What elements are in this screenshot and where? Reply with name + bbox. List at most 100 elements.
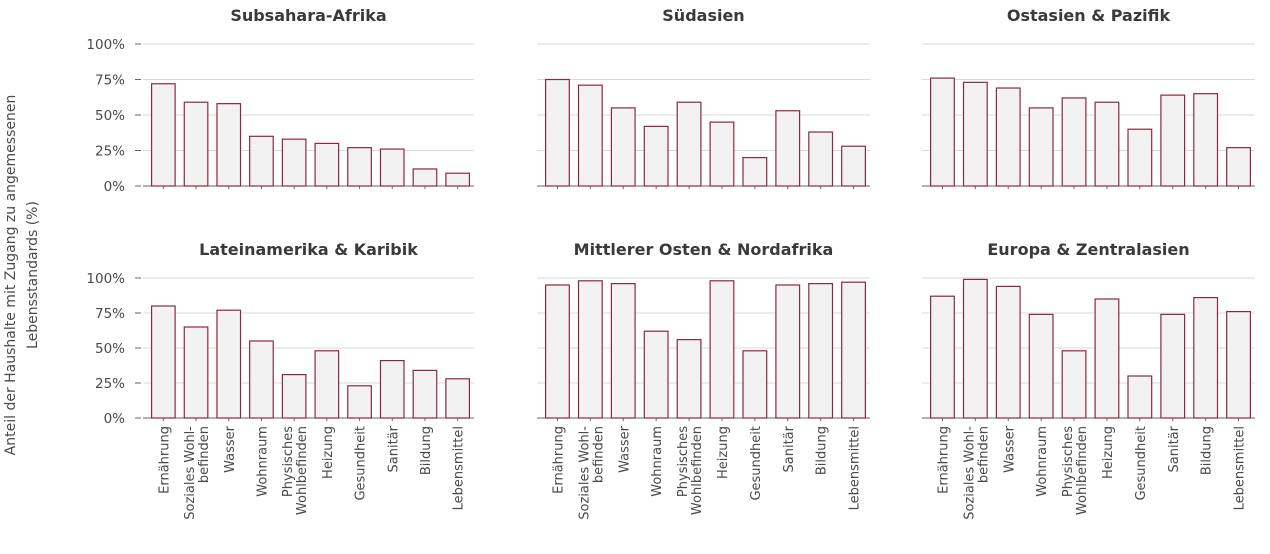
bar-4-5 (281, 374, 307, 419)
bar-3-10 (1226, 147, 1251, 187)
category-label: Sanitär (782, 425, 797, 472)
y-tick-label: 0% (104, 411, 126, 427)
bar-3-5 (1061, 97, 1087, 187)
bar-2-6 (709, 121, 735, 187)
bar-2-5 (676, 101, 702, 187)
category-label: Lebensmittel (848, 426, 863, 510)
category-label: Physisches (1061, 426, 1076, 497)
bar-1-3 (216, 103, 242, 187)
bar-5-10 (841, 281, 866, 419)
category-label: befinden (197, 426, 212, 483)
bar-5-5 (676, 339, 702, 419)
y-tick-label: 25% (95, 144, 125, 160)
panel-title-4: Lateinamerika & Karibik (199, 240, 418, 259)
bar-3-6 (1094, 101, 1120, 187)
bar-5-2 (577, 280, 603, 419)
bar-4-8 (379, 360, 405, 419)
bar-2-9 (808, 131, 834, 187)
bar-6-10 (1226, 311, 1251, 419)
category-label: Ernährung (936, 426, 951, 494)
category-label: Wasser (617, 425, 632, 473)
category-label: Heizung (321, 426, 336, 479)
bar-2-10 (841, 145, 866, 187)
category-label: Heizung (1101, 426, 1116, 479)
category-label: Wohnraum (255, 426, 270, 497)
bar-1-1 (150, 83, 176, 187)
bar-1-6 (314, 142, 340, 187)
category-label: Soziales Wohl- (183, 426, 198, 520)
bar-2-7 (742, 157, 768, 187)
category-label: Gesundheit (1134, 426, 1149, 501)
category-label: befinden (976, 426, 991, 483)
bar-4-10 (445, 378, 471, 419)
category-label: Soziales Wohl- (962, 426, 977, 520)
category-label: Lebensmittel (452, 426, 467, 510)
bar-5-6 (709, 280, 735, 419)
bar-4-3 (216, 309, 242, 419)
bar-6-6 (1094, 298, 1120, 419)
bar-5-3 (610, 283, 636, 419)
y-tick-label: 50% (95, 108, 125, 124)
y-tick-label: 100% (86, 271, 125, 287)
bar-2-4 (643, 125, 669, 187)
category-label: Lebensmittel (1233, 426, 1248, 510)
y-tick-label: 0% (104, 179, 126, 195)
bar-4-7 (347, 385, 372, 419)
category-label: Sanitär (386, 425, 401, 472)
bar-5-9 (808, 283, 834, 419)
category-label: Gesundheit (749, 426, 764, 501)
bar-4-2 (183, 326, 209, 419)
bar-3-2 (962, 81, 988, 187)
panel-title-5: Mittlerer Osten & Nordafrika (574, 240, 834, 259)
bar-2-8 (775, 110, 801, 187)
category-label: Ernährung (551, 426, 566, 494)
y-tick-label: 75% (95, 306, 125, 322)
panel-title-1: Subsahara-Afrika (230, 6, 386, 25)
category-label: Physisches (676, 426, 691, 497)
bar-6-1 (930, 295, 955, 419)
bar-4-4 (249, 340, 274, 419)
bar-4-9 (412, 369, 438, 419)
bar-6-2 (962, 278, 988, 419)
bar-2-1 (545, 78, 570, 187)
bar-5-7 (742, 350, 768, 419)
bar-2-2 (577, 84, 603, 187)
bar-3-3 (995, 87, 1021, 187)
category-label: Bildung (419, 426, 434, 475)
y-axis-title-line-2: Lebensstandards (%) (25, 201, 41, 349)
category-label: Wohlbefinden (690, 426, 705, 515)
category-label: Sanitär (1167, 425, 1182, 472)
bar-3-9 (1193, 93, 1219, 187)
panel-title-6: Europa & Zentralasien (987, 240, 1189, 259)
bar-4-1 (150, 305, 176, 419)
bar-5-8 (775, 284, 801, 419)
bar-3-8 (1160, 94, 1186, 187)
bar-1-5 (281, 138, 307, 187)
bar-6-7 (1127, 375, 1153, 419)
bar-1-10 (445, 172, 471, 187)
y-tick-label: 75% (95, 73, 125, 89)
bar-5-4 (643, 330, 669, 419)
bar-2-3 (610, 107, 636, 187)
category-label: Physisches (281, 426, 296, 497)
category-label: Wohnraum (650, 426, 665, 497)
y-tick-label: 100% (86, 37, 125, 53)
y-axis-title-line-1: Anteil der Haushalte mit Zugang zu angem… (3, 95, 19, 456)
category-label: Heizung (716, 426, 731, 479)
bar-6-8 (1160, 313, 1186, 419)
bar-6-3 (995, 285, 1021, 419)
bar-5-1 (545, 284, 570, 419)
y-tick-label: 50% (95, 341, 125, 357)
category-label: Bildung (815, 426, 830, 475)
bar-6-5 (1061, 350, 1087, 419)
bar-6-4 (1028, 313, 1054, 419)
panel-title-3: Ostasien & Pazifik (1007, 6, 1171, 25)
category-label: Wasser (1002, 425, 1017, 473)
bar-1-4 (249, 135, 274, 187)
bar-1-8 (379, 148, 405, 187)
category-label: Soziales Wohl- (577, 426, 592, 520)
category-label: Wasser (223, 425, 238, 473)
bar-3-1 (930, 77, 955, 187)
